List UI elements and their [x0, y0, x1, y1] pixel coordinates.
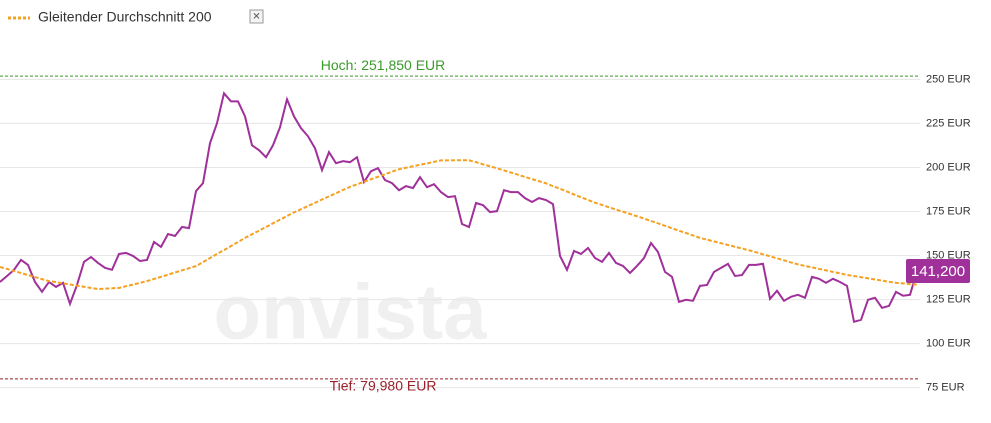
y-tick-label: 75 EUR — [926, 382, 965, 394]
y-tick-label: 200 EUR — [926, 161, 971, 173]
legend-close-icon[interactable]: ✕ — [252, 12, 260, 23]
y-tick-label: 225 EUR — [926, 117, 971, 129]
moving-average-line — [0, 159, 918, 291]
legend-close[interactable] — [249, 9, 264, 24]
last-price-box — [906, 259, 970, 284]
price-line — [0, 91, 918, 324]
y-tick-label: 150 EUR — [926, 249, 971, 261]
low-label: Tief: 79,980 EUR — [330, 378, 437, 394]
high-label: Hoch: 251,850 EUR — [321, 57, 446, 73]
last-price-badge: 141,200 — [906, 259, 970, 284]
y-tick-label: 100 EUR — [926, 338, 971, 350]
y-tick-label: 250 EUR — [926, 73, 971, 85]
last-price-label: 141,200 — [911, 263, 965, 280]
legend-label: Gleitender Durchschnitt 200 — [38, 9, 212, 25]
y-tick-label: 125 EUR — [926, 293, 971, 305]
watermark: onvista — [213, 268, 487, 356]
y-tick-label: 175 EUR — [926, 205, 971, 217]
